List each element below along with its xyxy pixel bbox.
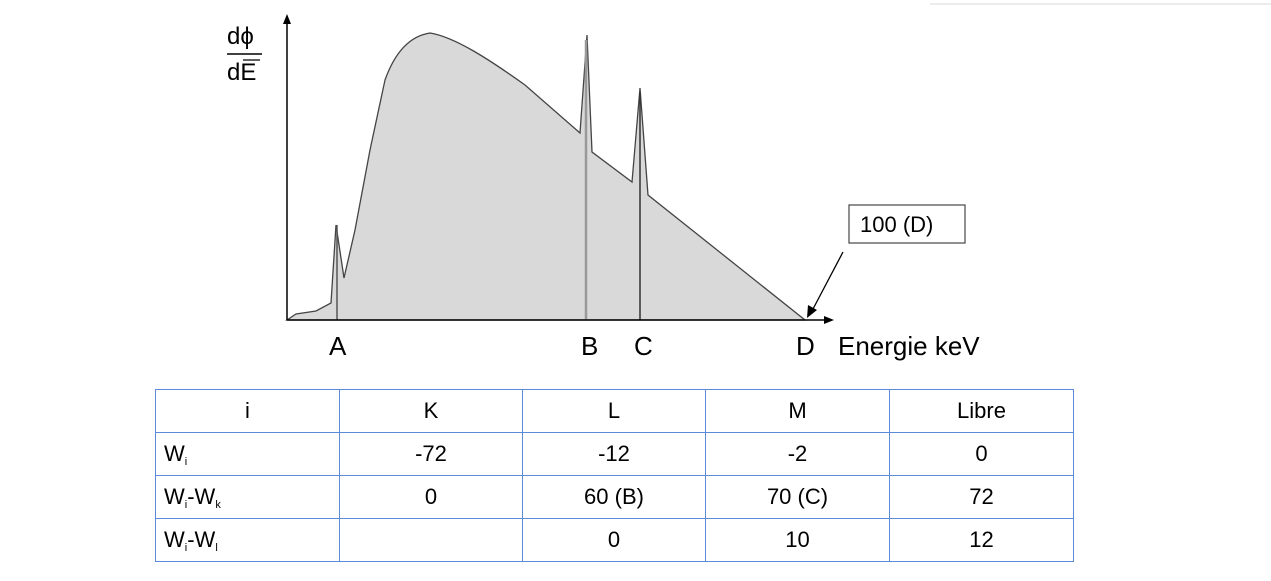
table-cell: 12	[889, 518, 1074, 562]
table-cell: -72	[339, 432, 523, 476]
row-label: Wi-Wl	[155, 518, 340, 562]
table-header-row: i K L M Libre	[155, 389, 1074, 433]
callout-box	[848, 204, 966, 244]
table-cell: 0	[522, 518, 706, 562]
point-label-b: B	[581, 331, 598, 361]
y-label-bottom: dE	[227, 59, 256, 86]
spectrum-diagram: dϕ dE A B C D Energie keV 100 (D)	[227, 3, 1271, 361]
callout-arrowhead	[807, 305, 817, 318]
callout-pointer	[812, 251, 844, 310]
header-cell-m: M	[705, 389, 890, 433]
table-cell: 0	[889, 432, 1074, 476]
table-cell: 72	[889, 475, 1074, 519]
y-label-top: dϕ	[227, 23, 254, 50]
header-cell-libre: Libre	[889, 389, 1074, 433]
table-cell: -2	[705, 432, 890, 476]
x-axis-title: Energie keV	[838, 331, 980, 361]
point-label-c: C	[634, 331, 653, 361]
row-label: Wi-Wk	[155, 475, 340, 519]
point-label-d: D	[796, 331, 815, 361]
table-row: Wi-Wk 0 60 (B) 70 (C) 72	[155, 475, 1074, 519]
table-row: Wi-Wl 0 10 12	[155, 518, 1074, 562]
header-cell-k: K	[339, 389, 523, 433]
table-cell: 0	[339, 475, 523, 519]
table-cell: 60 (B)	[522, 475, 706, 519]
energy-table: i K L M Libre Wi -72 -12 -2 0 Wi-Wk 0 60…	[155, 389, 1074, 562]
header-cell-l: L	[522, 389, 706, 433]
point-label-a: A	[329, 331, 347, 361]
table-cell: -12	[522, 432, 706, 476]
row-label: Wi	[155, 432, 340, 476]
spectrum-area	[284, 32, 807, 321]
table-row: Wi -72 -12 -2 0	[155, 432, 1074, 476]
callout-label: 100 (D)	[860, 212, 933, 237]
table-cell	[339, 518, 523, 562]
x-axis-arrow	[824, 316, 834, 324]
y-axis-arrow	[283, 14, 291, 24]
table-cell: 70 (C)	[705, 475, 890, 519]
table-cell: 10	[705, 518, 890, 562]
header-cell-i: i	[155, 389, 340, 433]
